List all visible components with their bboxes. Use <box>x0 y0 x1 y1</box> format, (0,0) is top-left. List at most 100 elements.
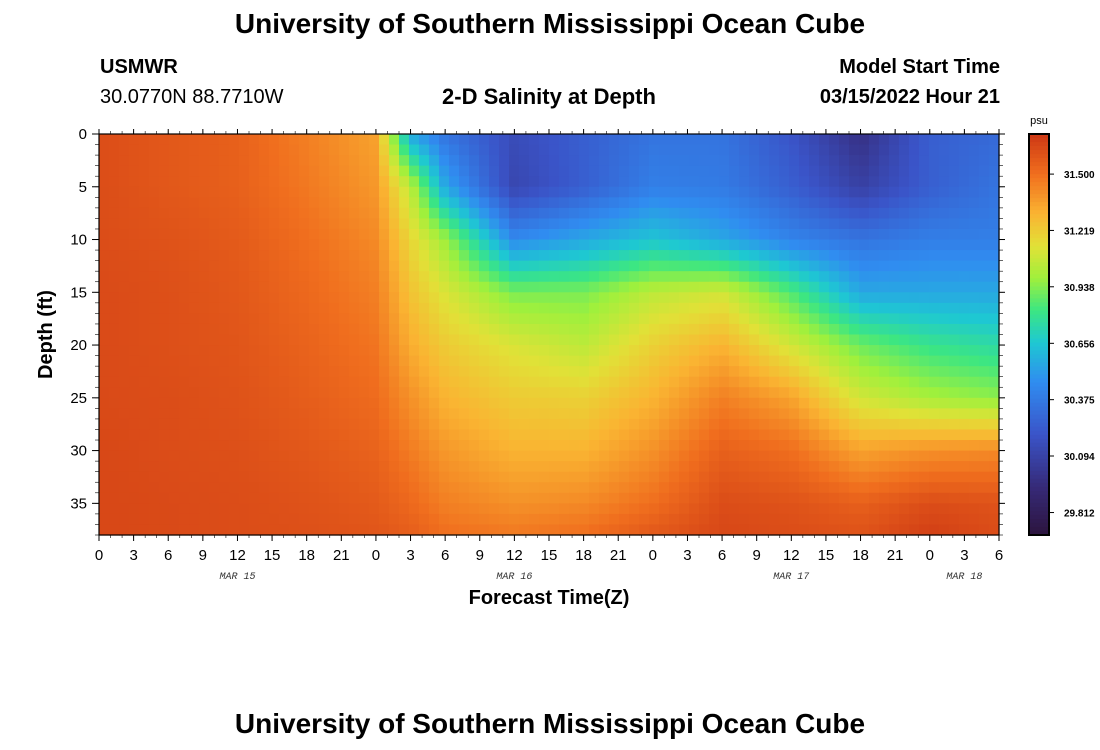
colorbar-band <box>1029 230 1049 235</box>
heatmap-cell <box>229 197 240 209</box>
heatmap-cell <box>949 345 960 357</box>
heatmap-cell <box>809 197 820 209</box>
heatmap-cell <box>599 165 610 177</box>
heatmap-cell <box>559 207 570 220</box>
heatmap-cell <box>459 260 470 272</box>
heatmap-cell <box>569 292 580 304</box>
heatmap-cell <box>499 334 510 346</box>
heatmap-cell <box>579 176 590 188</box>
heatmap-cell <box>449 461 460 473</box>
heatmap-cell <box>879 366 890 378</box>
heatmap-cell <box>719 366 730 378</box>
heatmap-cell <box>919 218 930 230</box>
heatmap-cell <box>579 186 590 198</box>
heatmap-cell <box>699 302 710 314</box>
heatmap-cell <box>179 165 190 177</box>
heatmap-cell <box>679 176 690 188</box>
heatmap-cell <box>279 186 290 198</box>
heatmap-cell <box>259 440 270 452</box>
heatmap-cell <box>379 387 390 399</box>
heatmap-cell <box>749 228 760 241</box>
heatmap-cell <box>559 250 570 262</box>
heatmap-cell <box>639 471 650 483</box>
heatmap-cell <box>849 134 860 146</box>
heatmap-cell <box>289 492 300 504</box>
heatmap-cell <box>399 513 410 526</box>
colorbar-band <box>1029 446 1049 452</box>
heatmap-cell <box>739 186 750 198</box>
heatmap-cell <box>659 323 670 336</box>
heatmap-cell <box>109 387 120 399</box>
heatmap-cell <box>609 461 620 473</box>
heatmap-cell <box>489 429 500 441</box>
heatmap-cell <box>499 186 510 198</box>
heatmap-cell <box>489 366 500 378</box>
heatmap-cell <box>319 292 330 304</box>
heatmap-cell <box>349 134 360 146</box>
heatmap-cell <box>339 218 350 230</box>
heatmap-cell <box>199 313 210 325</box>
heatmap-cell <box>819 418 830 431</box>
heatmap-cell <box>209 482 220 494</box>
heatmap-cell <box>969 197 980 209</box>
heatmap-cell <box>359 376 370 388</box>
heatmap-cell <box>319 250 330 262</box>
heatmap-cell <box>859 408 870 420</box>
heatmap-cell <box>759 176 770 188</box>
heatmap-cell <box>409 492 420 504</box>
heatmap-cell <box>339 366 350 378</box>
heatmap-cell <box>899 524 910 536</box>
heatmap-cell <box>319 239 330 251</box>
heatmap-cell <box>489 387 500 399</box>
heatmap-cell <box>879 207 890 220</box>
heatmap-cell <box>929 218 940 230</box>
heatmap-cell <box>179 355 190 367</box>
heatmap-cell <box>829 397 840 409</box>
heatmap-cell <box>599 503 610 515</box>
heatmap-cell <box>709 408 720 420</box>
heatmap-cell <box>239 355 250 367</box>
heatmap-cell <box>919 197 930 209</box>
heatmap-cell <box>279 524 290 536</box>
heatmap-cell <box>299 440 310 452</box>
heatmap-cell <box>399 355 410 367</box>
heatmap-cell <box>549 207 560 220</box>
heatmap-cell <box>279 155 290 167</box>
heatmap-cell <box>309 482 320 494</box>
heatmap-cell <box>529 239 540 251</box>
heatmap-cell <box>979 155 990 167</box>
heatmap-cell <box>739 429 750 441</box>
heatmap-cell <box>199 176 210 188</box>
heatmap-cell <box>239 366 250 378</box>
x-tick-label: 6 <box>718 547 726 564</box>
heatmap-cell <box>369 503 380 515</box>
heatmap-cell <box>859 271 870 283</box>
heatmap-cell <box>139 429 150 441</box>
heatmap-cell <box>959 239 970 251</box>
heatmap-cell <box>619 323 630 336</box>
heatmap-cell <box>389 197 400 209</box>
heatmap-cell <box>439 355 450 367</box>
heatmap-cell <box>479 250 490 262</box>
heatmap-cell <box>669 513 680 526</box>
heatmap-cell <box>209 134 220 146</box>
heatmap-cell <box>939 482 950 494</box>
heatmap-cell <box>259 397 270 409</box>
heatmap-cell <box>199 260 210 272</box>
heatmap-cell <box>929 450 940 462</box>
heatmap-cell <box>199 387 210 399</box>
heatmap-cell <box>569 482 580 494</box>
heatmap-cell <box>359 134 370 146</box>
x-tick-label: 3 <box>129 547 137 564</box>
heatmap-cell <box>799 524 810 536</box>
heatmap-cell <box>759 513 770 526</box>
heatmap-cell <box>299 345 310 357</box>
heatmap-cell <box>899 165 910 177</box>
heatmap-cell <box>859 334 870 346</box>
heatmap-cell <box>479 155 490 167</box>
heatmap-cell <box>129 376 140 388</box>
heatmap-cell <box>199 503 210 515</box>
heatmap-cell <box>369 271 380 283</box>
heatmap-cell <box>819 228 830 241</box>
heatmap-cell <box>389 323 400 336</box>
